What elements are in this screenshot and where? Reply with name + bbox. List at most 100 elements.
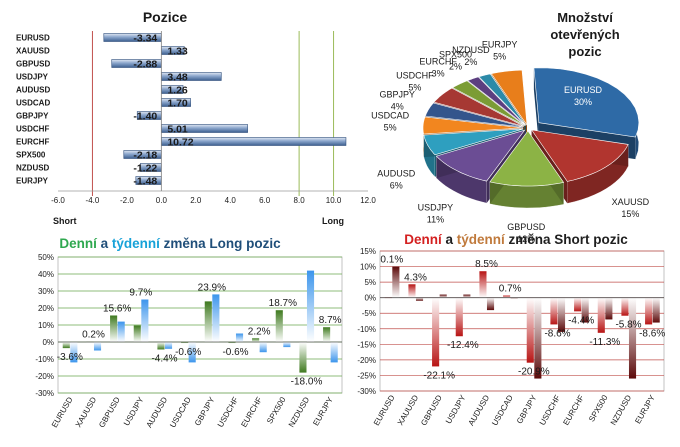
pie-label-usdcad: USDCAD — [371, 111, 410, 121]
short_change-tick-label: -15% — [357, 340, 376, 349]
short_change-daily-bar-audusd — [479, 271, 487, 298]
short_change-daily-bar-nzdusd — [621, 297, 629, 316]
pozice-tick-label: -4.0 — [86, 196, 100, 205]
pozice-value-label: -1.22 — [133, 163, 157, 175]
long_change-weekly-bar-usdcad — [188, 342, 196, 363]
pie-percent-usdjpy: 11% — [427, 214, 444, 224]
pozice-value-label: -1.40 — [133, 111, 157, 123]
short-title-weekly: týdenní — [457, 232, 506, 247]
short_change-weekly-bar-audusd — [486, 297, 495, 311]
pie-slice-audusd — [423, 128, 524, 156]
long_change-weekly-bar-xauusd — [93, 342, 102, 351]
long_change-data-label: 9.7% — [129, 288, 152, 299]
pie-label-eurchf: EURCHF — [419, 56, 457, 66]
pozice-long-label: Long — [322, 216, 344, 226]
pozice-tick-label: 0.0 — [156, 196, 168, 205]
short_change-daily-bar-usdchf — [550, 297, 558, 325]
short_change-category-label: USDCAD — [490, 393, 515, 427]
pozice-category-label: GBPJPY — [16, 112, 49, 121]
pozice-category-label: AUDUSD — [16, 86, 50, 95]
long_change-daily-bar-audusd — [157, 342, 165, 350]
short_change-tick-label: -5% — [362, 309, 376, 318]
pie-percent-eurjpy: 5% — [493, 52, 506, 62]
short_change-weekly-bar-usdcad — [510, 297, 518, 299]
short_change-weekly-bar-gbpjpy — [534, 297, 542, 379]
short_change-category-label: EURCHF — [561, 393, 586, 426]
short_change-category-label: GBPJPY — [515, 393, 539, 425]
short_change-data-label: -8.6% — [639, 328, 665, 339]
mnozstvi-title-line-1: Množství — [557, 10, 613, 25]
pie-percent-gbpusd: 12% — [517, 234, 535, 244]
long_change-category-label: EURCHF — [239, 395, 264, 428]
long_change-tick-label: -20% — [35, 372, 54, 381]
pozice-tick-label: 12.0 — [360, 196, 376, 205]
short_change-tick-label: 0% — [364, 294, 376, 303]
long-change-title: Denní a týdenní změna Long pozic — [59, 236, 281, 251]
pozice-tick-label: 6.0 — [259, 196, 271, 205]
short_change-tick-label: -30% — [357, 387, 376, 396]
long_change-daily-bar-eurusd — [62, 342, 70, 349]
short_change-weekly-bar-nzdusd — [628, 297, 637, 379]
long_change-tick-label: 20% — [38, 304, 54, 313]
long_change-weekly-bar-eurchf — [259, 342, 267, 353]
pie-percent-gbpjpy: 4% — [391, 102, 404, 112]
pozice-value-label: 1.26 — [167, 85, 188, 97]
short_change-category-label: USDCHF — [538, 393, 563, 426]
pie-slice-usdchf — [433, 87, 525, 127]
long_change-tick-label: -30% — [35, 389, 54, 398]
short_change-weekly-bar-eurchf — [581, 297, 589, 323]
short-change-title: Denní a týdenní změna Short pozic — [404, 232, 628, 247]
pozice-short-label: Short — [53, 216, 77, 226]
short_change-category-label: AUDUSD — [467, 393, 492, 427]
short_change-weekly-bar-usdchf — [557, 297, 566, 332]
short_change-data-label: 0.7% — [499, 283, 522, 294]
long_change-tick-label: 0% — [42, 338, 54, 347]
pozice-value-label: -2.18 — [133, 150, 157, 162]
pozice-category-label: USDCHF — [16, 125, 49, 134]
short_change-weekly-bar-spx500 — [605, 297, 613, 320]
pie-label-usdjpy: USDJPY — [418, 202, 454, 212]
mnozstvi-chart: Množství otevřených pozic EURUSD 30% XAUUS… — [371, 10, 649, 244]
pozice-tick-label: 8.0 — [294, 196, 306, 205]
pie-label-gbpusd: GBPUSD — [507, 222, 546, 232]
long_change-daily-bar-usdcad — [181, 342, 189, 344]
short_change-data-label: -22.1% — [423, 370, 455, 381]
pie-percent-eurchf: 3% — [432, 68, 445, 78]
long_change-weekly-bar-eurusd — [70, 342, 78, 363]
long-change-chart: Denní a týdenní změna Long pozic -30% -20… — [35, 236, 343, 429]
pie-slice-spx500 — [466, 76, 526, 126]
pozice-value-label: -1.48 — [133, 176, 157, 188]
short_change-category-label: EURJPY — [633, 393, 657, 425]
short_change-daily-bar-spx500 — [597, 297, 605, 333]
long_change-daily-bar-eurchf — [252, 338, 260, 342]
pozice-tick-label: -6.0 — [51, 196, 65, 205]
long_change-category-label: SPX500 — [265, 395, 288, 425]
short_change-daily-bar-usdjpy — [455, 297, 463, 337]
short_change-category-label: XAUUSD — [396, 393, 421, 427]
pozice-category-label: GBPUSD — [16, 60, 50, 69]
long_change-category-label: USDJPY — [122, 395, 146, 427]
long_change-weekly-bar-nzdusd — [306, 270, 315, 342]
pozice-chart: Pozice Short Long -6.0 -4.0 -2.0 0.0 2.0 4.0 6… — [16, 9, 376, 226]
long_change-data-label: 18.7% — [269, 298, 297, 309]
pie-slice-xauusd — [531, 129, 629, 182]
pozice-category-label: SPX500 — [16, 151, 46, 160]
short_change-tick-label: -10% — [357, 325, 376, 334]
long-title-daily: Denní — [59, 236, 98, 251]
long_change-category-label: EURUSD — [50, 395, 75, 429]
short_change-data-label: 8.5% — [475, 259, 498, 270]
short_change-data-label: -8.6% — [544, 328, 570, 339]
long_change-weekly-bar-usdchf — [235, 333, 244, 342]
short_change-category-label: SPX500 — [587, 393, 610, 423]
pozice-category-label: EURCHF — [16, 138, 49, 147]
short_change-data-label: -11.3% — [589, 337, 620, 348]
short-title-rest: změna Short pozic — [505, 232, 629, 247]
short_change-daily-bar-gbpusd — [432, 297, 440, 367]
pie-percent-usdcad: 5% — [384, 123, 397, 133]
long_change-category-label: XAUUSD — [74, 395, 99, 429]
short-title-daily: Denní — [404, 232, 443, 247]
pie-label-xauusd: XAUUSD — [612, 197, 650, 207]
pie-label-nzdusd: NZDUSD — [452, 45, 490, 55]
long-title-rest: změna Long pozic — [160, 236, 281, 251]
